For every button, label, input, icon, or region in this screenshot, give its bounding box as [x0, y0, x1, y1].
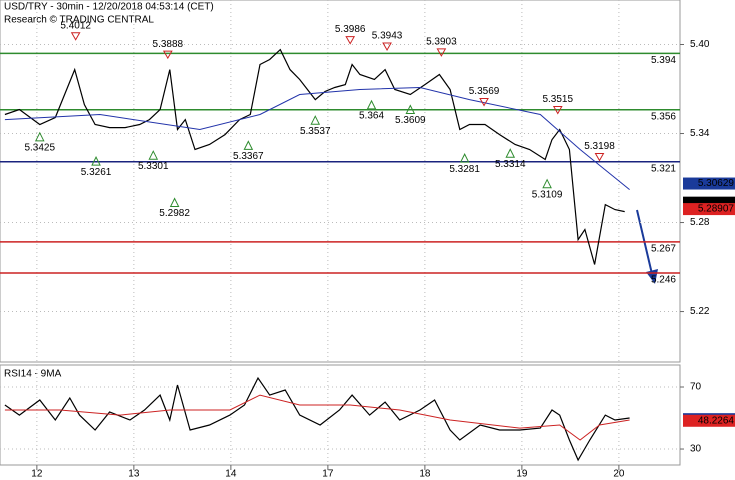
trough-marker	[542, 178, 552, 189]
y-tick-label: 5.28	[690, 217, 710, 228]
trough-marker	[505, 148, 516, 158]
y-tick-label: 70	[690, 382, 702, 393]
peak-marker	[436, 48, 447, 57]
x-tick-label: 14	[225, 469, 237, 480]
price-tag	[683, 203, 735, 216]
peak-label: 5.3986	[335, 24, 366, 35]
level-label: 5.394	[651, 55, 676, 66]
trough-marker	[34, 131, 45, 142]
trough-label: 5.3301	[138, 161, 169, 172]
trough-label: 5.364	[359, 111, 384, 122]
trough-label: 5.3281	[449, 164, 480, 175]
rsi-panel	[0, 364, 681, 466]
price-tag-label: 5.28907	[698, 204, 735, 215]
y-tick-label: 30	[690, 444, 702, 455]
x-tick-label: 18	[419, 469, 431, 480]
peak-label: 5.3198	[584, 141, 615, 152]
peak-marker	[70, 32, 81, 41]
peak-marker	[345, 36, 356, 45]
level-label: 5.321	[651, 163, 676, 174]
level-label: 5.356	[651, 111, 676, 122]
x-tick-label: 19	[516, 469, 528, 480]
chart-title: USD/TRY - 30min - 12/20/2018 04:53:14 (C…	[4, 2, 214, 13]
trough-label: 5.3261	[81, 167, 112, 178]
trough-marker	[310, 115, 321, 125]
x-tick-label: 17	[322, 469, 334, 480]
trough-marker	[91, 156, 101, 166]
y-tick-label: 5.40	[690, 39, 710, 50]
x-tick-label: 20	[613, 469, 625, 480]
trough-label: 5.3537	[300, 126, 331, 137]
trough-marker	[405, 104, 416, 115]
price-panel	[0, 0, 681, 363]
level-label: 5.246	[651, 275, 676, 286]
y-tick-label: 5.34	[690, 128, 710, 139]
series-line	[4, 394, 630, 441]
trough-label: 5.3367	[233, 151, 264, 162]
series-line	[4, 376, 630, 462]
y-tick-label: 5.22	[690, 306, 710, 317]
peak-label: 5.3515	[542, 94, 573, 105]
rsi-title: RSI14 - 9MA	[4, 369, 62, 380]
trough-marker	[148, 150, 159, 160]
series-line	[4, 86, 630, 190]
price-tag-label: 5.30629	[698, 178, 735, 189]
peak-label: 5.3943	[372, 31, 403, 42]
peak-marker	[382, 42, 392, 51]
trough-label: 5.3425	[24, 142, 55, 153]
peak-marker	[594, 152, 605, 162]
peak-label: 5.4012	[60, 20, 91, 31]
peak-marker	[552, 105, 563, 115]
peak-label: 5.3888	[153, 39, 184, 50]
chart-subtitle: Research © TRADING CENTRAL	[4, 15, 154, 26]
trough-marker	[243, 140, 254, 150]
price-tag	[683, 177, 735, 190]
trough-label: 5.2982	[159, 208, 190, 219]
price-tag-label: 48.2264	[698, 415, 735, 426]
peak-label: 5.3569	[469, 86, 500, 97]
peak-marker	[162, 50, 173, 60]
trough-marker	[366, 99, 377, 110]
trough-label: 5.3109	[532, 189, 563, 200]
trough-label: 5.3314	[495, 159, 526, 170]
level-label: 5.267	[651, 243, 676, 254]
peak-label: 5.3903	[426, 37, 457, 48]
price-tag	[683, 414, 735, 427]
trough-marker	[459, 153, 470, 163]
series-line	[4, 48, 625, 265]
trough-marker	[169, 197, 180, 208]
peak-marker	[479, 97, 489, 107]
trough-label: 5.3609	[395, 115, 426, 126]
price-tag-label: 5.2934	[703, 197, 734, 208]
x-tick-label: 12	[31, 469, 43, 480]
x-tick-label: 13	[128, 469, 140, 480]
